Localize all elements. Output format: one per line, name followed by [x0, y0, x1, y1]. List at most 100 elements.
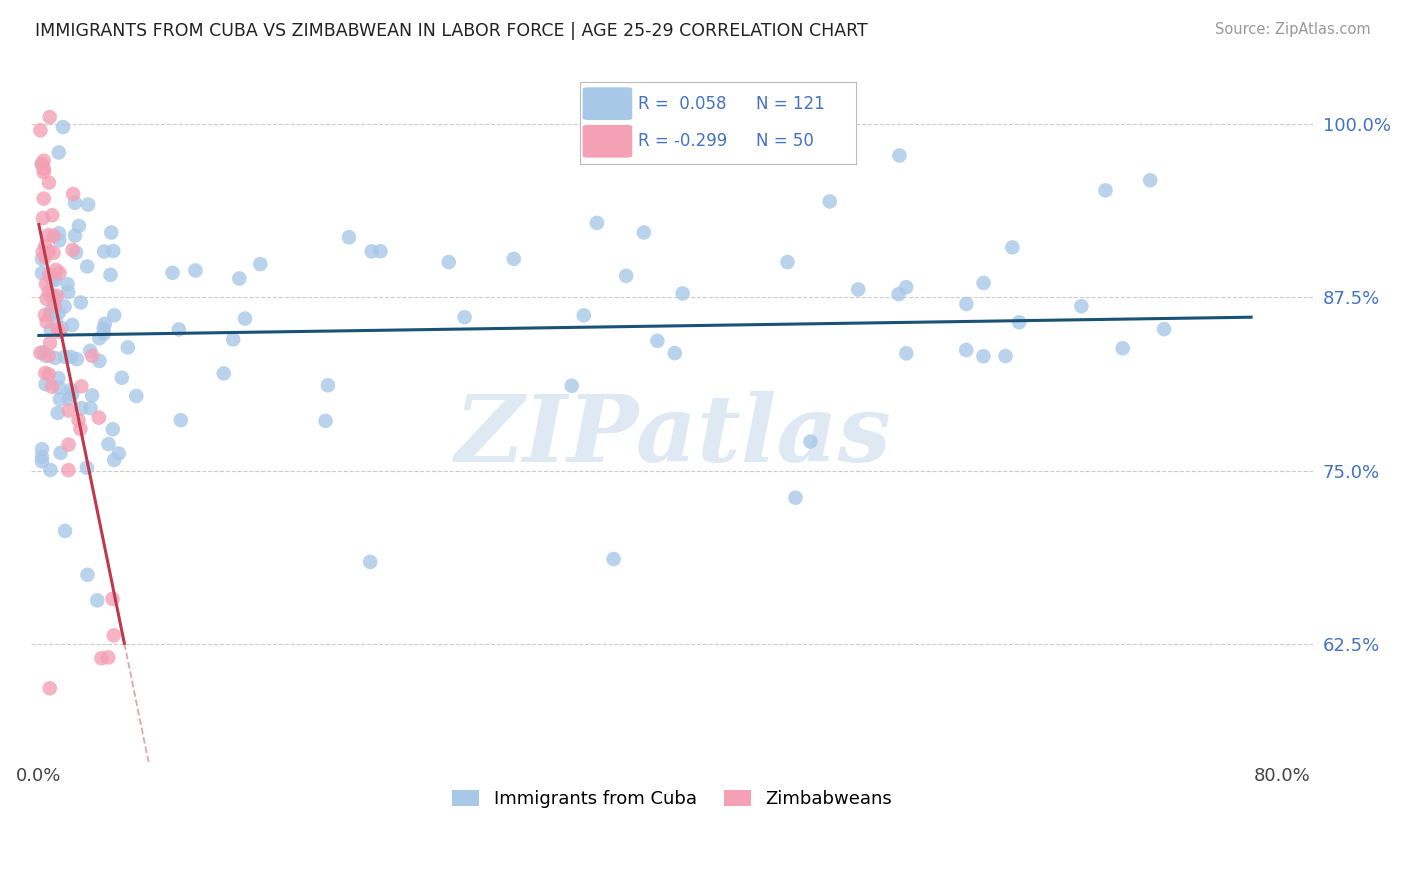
Point	[31, 442, 53, 457]
Point	[82, 349, 104, 363]
Point	[38, 681, 60, 696]
Point	[30, 346, 52, 360]
Point	[31, 450, 53, 464]
Point	[48, 227, 70, 241]
Point	[955, 297, 977, 311]
Point	[672, 286, 695, 301]
Point	[44, 351, 66, 365]
Point	[437, 255, 460, 269]
Point	[233, 311, 256, 326]
Point	[35, 315, 58, 329]
Point	[48, 380, 70, 394]
Point	[97, 437, 120, 451]
Point	[316, 378, 339, 392]
Text: ZIPatlas: ZIPatlas	[454, 391, 890, 481]
Point	[572, 309, 595, 323]
Point	[60, 387, 83, 401]
Point	[53, 524, 76, 538]
Point	[101, 591, 124, 606]
Point	[32, 153, 55, 168]
Point	[53, 350, 76, 364]
Point	[38, 268, 60, 282]
Point	[38, 285, 60, 300]
Point	[35, 292, 58, 306]
Point	[77, 197, 100, 211]
Point	[48, 145, 70, 160]
Point	[222, 333, 245, 347]
Point	[52, 120, 75, 134]
Point	[370, 244, 392, 259]
Point	[46, 406, 69, 420]
Point	[170, 413, 193, 427]
Point	[1111, 341, 1133, 355]
Point	[41, 273, 63, 287]
Point	[887, 287, 910, 301]
Point	[1001, 240, 1024, 254]
Point	[453, 310, 475, 325]
Point	[94, 317, 117, 331]
Point	[1153, 322, 1175, 336]
Point	[65, 245, 87, 260]
Point	[360, 244, 382, 259]
Point	[973, 276, 995, 290]
Point	[1070, 299, 1092, 313]
Point	[896, 280, 918, 294]
Point	[107, 446, 129, 460]
Point	[42, 245, 65, 260]
Point	[103, 628, 125, 642]
Point	[31, 454, 53, 468]
Point	[93, 321, 115, 335]
Point	[59, 350, 82, 364]
Point	[32, 161, 55, 176]
Point	[90, 651, 112, 665]
Point	[39, 463, 62, 477]
Point	[49, 392, 72, 407]
Text: IMMIGRANTS FROM CUBA VS ZIMBABWEAN IN LABOR FORCE | AGE 25-29 CORRELATION CHART: IMMIGRANTS FROM CUBA VS ZIMBABWEAN IN LA…	[35, 22, 868, 40]
Point	[32, 192, 55, 206]
Point	[972, 349, 994, 363]
Point	[41, 208, 63, 222]
Point	[93, 326, 115, 341]
Point	[38, 110, 60, 124]
Point	[58, 437, 80, 451]
Point	[63, 195, 86, 210]
Point	[39, 304, 62, 318]
Point	[48, 325, 70, 339]
Point	[60, 383, 83, 397]
Point	[89, 354, 111, 368]
Point	[93, 244, 115, 259]
Point	[315, 414, 337, 428]
Point	[32, 345, 55, 359]
Point	[48, 306, 70, 320]
Point	[44, 273, 66, 287]
Point	[34, 366, 56, 380]
Point	[70, 379, 93, 393]
Point	[39, 335, 62, 350]
Point	[117, 340, 139, 354]
Point	[56, 277, 79, 291]
Point	[35, 277, 58, 291]
Point	[249, 257, 271, 271]
Point	[34, 349, 56, 363]
Point	[39, 306, 62, 320]
Point	[776, 255, 799, 269]
Point	[45, 263, 67, 277]
Point	[34, 377, 56, 392]
Point	[647, 334, 669, 348]
Point	[337, 230, 360, 244]
Point	[167, 322, 190, 336]
Point	[846, 283, 869, 297]
Point	[818, 194, 841, 209]
Point	[103, 308, 125, 322]
Point	[228, 271, 250, 285]
Point	[69, 422, 91, 436]
Point	[38, 176, 60, 190]
Point	[184, 263, 207, 277]
Point	[31, 157, 53, 171]
Point	[58, 463, 80, 477]
Legend: Immigrants from Cuba, Zimbabweans: Immigrants from Cuba, Zimbabweans	[446, 782, 900, 815]
Point	[32, 165, 55, 179]
Point	[62, 243, 84, 257]
Point	[34, 308, 56, 322]
Point	[103, 453, 125, 467]
